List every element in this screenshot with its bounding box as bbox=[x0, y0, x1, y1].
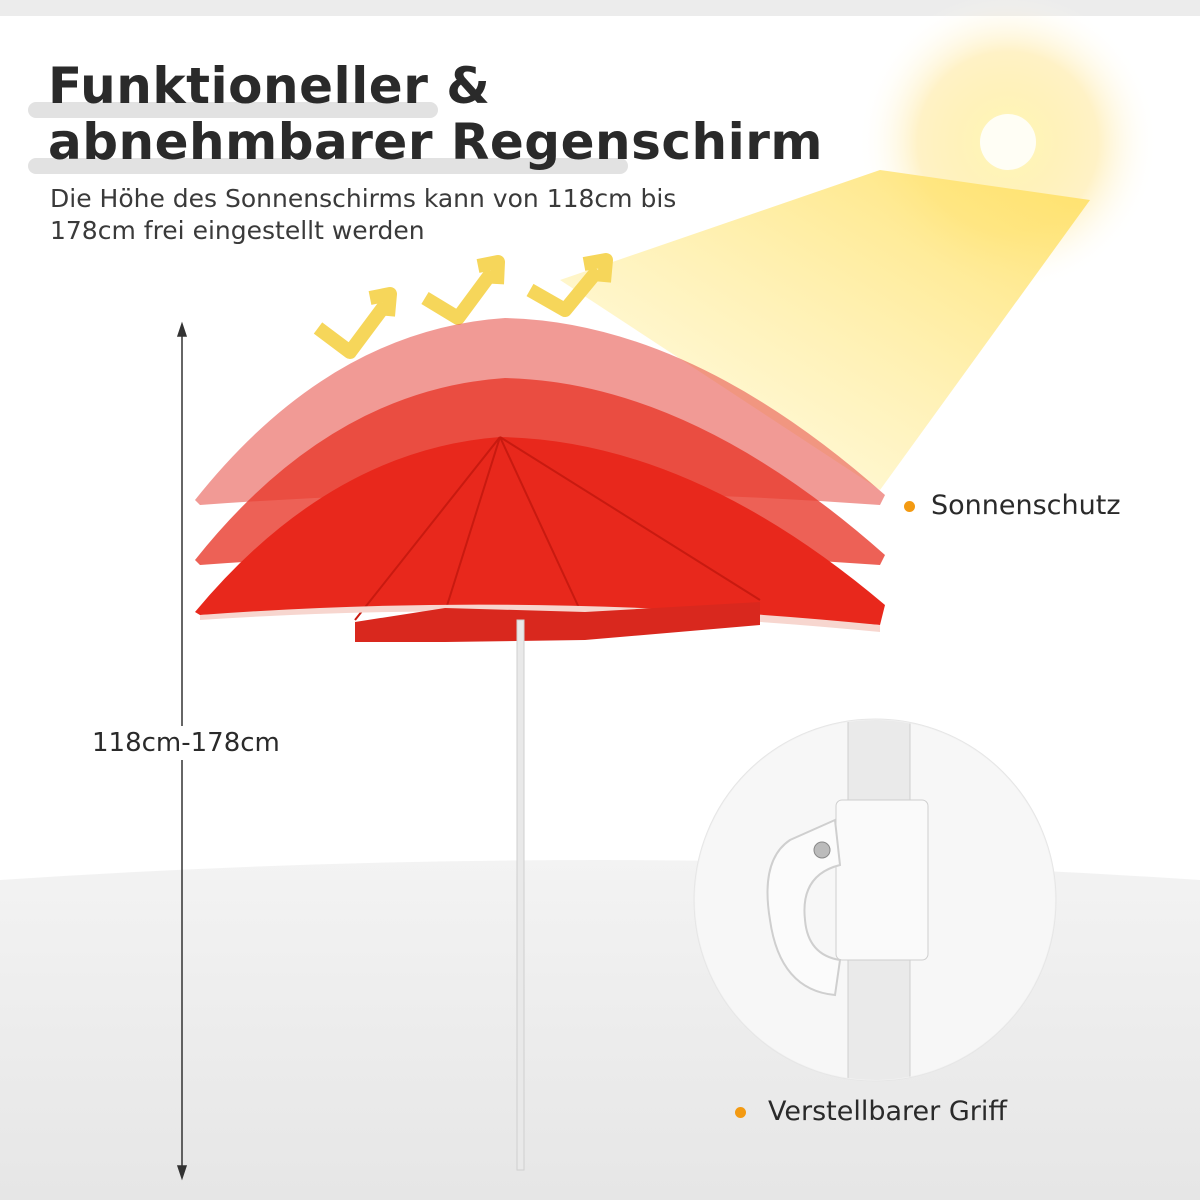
feature-label: Sonnenschutz bbox=[931, 490, 1121, 521]
feature-sun-protection: Sonnenschutz bbox=[904, 490, 1121, 521]
handle-detail-inset bbox=[693, 718, 1057, 1082]
sun-beam bbox=[560, 170, 1090, 490]
umbrella-pole bbox=[516, 619, 525, 1171]
deflect-arrow-icon bbox=[313, 253, 613, 359]
page-title: Funktioneller & abnehmbarer Regenschirm bbox=[28, 57, 824, 174]
umbrella-canopy bbox=[195, 436, 885, 642]
feature-adjustable-handle: Verstellbarer Griff bbox=[735, 1096, 1007, 1127]
bullet-icon bbox=[735, 1107, 746, 1118]
handle-grip bbox=[766, 818, 842, 997]
subtitle: Die Höhe des Sonnenschirms kann von 118c… bbox=[50, 184, 677, 245]
screw-icon bbox=[813, 841, 831, 859]
title-line-1: Funktioneller & bbox=[48, 57, 491, 115]
height-range-label: 118cm-178cm bbox=[92, 726, 280, 760]
title-line-2: abnehmbarer Regenschirm bbox=[48, 113, 824, 171]
bullet-icon bbox=[904, 501, 915, 512]
feature-label: Verstellbarer Griff bbox=[768, 1096, 1007, 1127]
top-strip bbox=[0, 0, 1200, 16]
sun-icon bbox=[980, 114, 1036, 170]
